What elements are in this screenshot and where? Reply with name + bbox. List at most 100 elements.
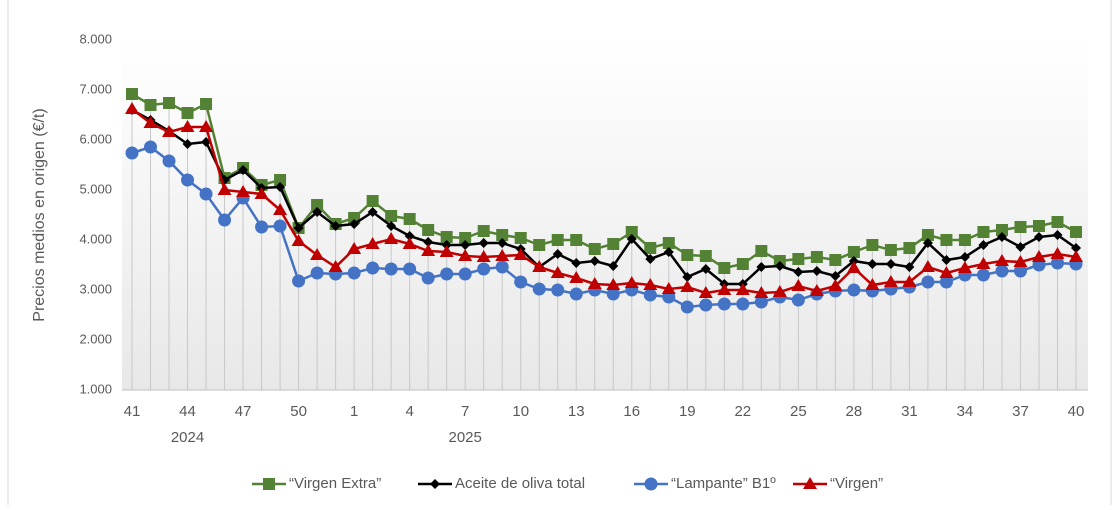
marker bbox=[606, 287, 620, 301]
marker bbox=[681, 249, 694, 261]
marker bbox=[1013, 255, 1028, 267]
x-tick-label: 13 bbox=[568, 403, 585, 420]
marker bbox=[496, 229, 509, 241]
marker bbox=[402, 237, 417, 249]
marker bbox=[273, 219, 287, 233]
marker bbox=[866, 239, 879, 251]
marker bbox=[476, 250, 491, 262]
marker bbox=[182, 139, 193, 149]
x-tick-label: 37 bbox=[1012, 403, 1029, 420]
marker bbox=[439, 245, 454, 257]
marker bbox=[829, 254, 842, 266]
marker bbox=[811, 266, 822, 276]
x-tick-label: 41 bbox=[124, 403, 141, 420]
marker bbox=[976, 268, 990, 282]
y-tick-label: 8.000 bbox=[79, 31, 112, 46]
marker bbox=[957, 261, 972, 273]
marker bbox=[939, 275, 953, 289]
legend-marker bbox=[803, 477, 817, 489]
legend-marker bbox=[263, 478, 275, 490]
marker bbox=[904, 262, 915, 272]
year-label: 2024 bbox=[171, 429, 204, 446]
marker bbox=[144, 99, 157, 111]
x-tick-label: 22 bbox=[734, 403, 751, 420]
marker bbox=[514, 275, 528, 289]
marker bbox=[477, 225, 490, 237]
marker bbox=[162, 154, 176, 168]
marker bbox=[625, 226, 638, 238]
marker bbox=[698, 286, 713, 298]
series-line bbox=[131, 92, 1077, 270]
marker bbox=[846, 261, 861, 273]
x-tick-label: 10 bbox=[512, 403, 529, 420]
y-tick-label: 1.000 bbox=[79, 381, 112, 396]
marker bbox=[921, 229, 934, 241]
marker bbox=[403, 262, 417, 276]
marker bbox=[700, 264, 711, 274]
marker bbox=[940, 234, 953, 246]
marker bbox=[587, 277, 602, 289]
marker bbox=[810, 251, 823, 263]
legend-label: Aceite de oliva total bbox=[455, 475, 585, 492]
marker bbox=[328, 260, 343, 272]
marker bbox=[162, 125, 177, 137]
marker bbox=[384, 262, 398, 276]
marker bbox=[254, 187, 269, 199]
marker bbox=[645, 254, 656, 264]
marker bbox=[310, 248, 325, 260]
marker bbox=[495, 249, 510, 261]
marker bbox=[756, 262, 767, 272]
marker bbox=[977, 226, 990, 238]
x-tick-label: 31 bbox=[901, 403, 918, 420]
legend-marker bbox=[644, 477, 658, 491]
x-tick-label: 19 bbox=[679, 403, 696, 420]
marker bbox=[959, 252, 970, 262]
series-line bbox=[131, 108, 1077, 295]
marker bbox=[735, 283, 750, 295]
marker bbox=[273, 203, 288, 215]
marker bbox=[384, 232, 399, 244]
y-tick-label: 3.000 bbox=[79, 281, 112, 296]
y-tick-label: 7.000 bbox=[79, 81, 112, 96]
x-tick-label: 4 bbox=[405, 403, 413, 420]
marker bbox=[200, 98, 213, 110]
x-tick-label: 7 bbox=[461, 403, 469, 420]
marker bbox=[1069, 250, 1083, 262]
marker bbox=[920, 260, 935, 272]
marker bbox=[922, 238, 933, 248]
x-tick-label: 28 bbox=[846, 403, 863, 420]
marker bbox=[1052, 230, 1063, 240]
marker bbox=[1033, 232, 1044, 242]
marker bbox=[311, 199, 324, 211]
x-tick-label: 47 bbox=[235, 403, 252, 420]
marker bbox=[902, 275, 917, 287]
marker bbox=[626, 234, 637, 244]
marker bbox=[312, 207, 323, 217]
marker bbox=[994, 254, 1009, 266]
y-tick-label: 5.000 bbox=[79, 181, 112, 196]
marker bbox=[699, 250, 712, 262]
marker bbox=[514, 232, 527, 244]
marker bbox=[255, 220, 269, 234]
marker bbox=[460, 240, 471, 250]
marker bbox=[366, 195, 379, 207]
marker bbox=[941, 255, 952, 265]
marker bbox=[532, 282, 546, 296]
marker bbox=[682, 272, 693, 282]
marker bbox=[736, 297, 750, 311]
marker bbox=[865, 278, 880, 290]
marker bbox=[606, 278, 621, 290]
y-tick-label: 6.000 bbox=[79, 131, 112, 146]
marker bbox=[772, 285, 787, 297]
marker bbox=[663, 247, 674, 257]
marker bbox=[218, 213, 232, 227]
marker bbox=[1015, 242, 1026, 252]
marker bbox=[830, 271, 841, 281]
x-tick-label: 1 bbox=[350, 403, 358, 420]
marker bbox=[608, 261, 619, 271]
x-tick-label: 34 bbox=[957, 403, 974, 420]
marker bbox=[792, 253, 805, 265]
marker bbox=[181, 173, 195, 187]
marker bbox=[386, 221, 397, 231]
marker bbox=[884, 244, 897, 256]
